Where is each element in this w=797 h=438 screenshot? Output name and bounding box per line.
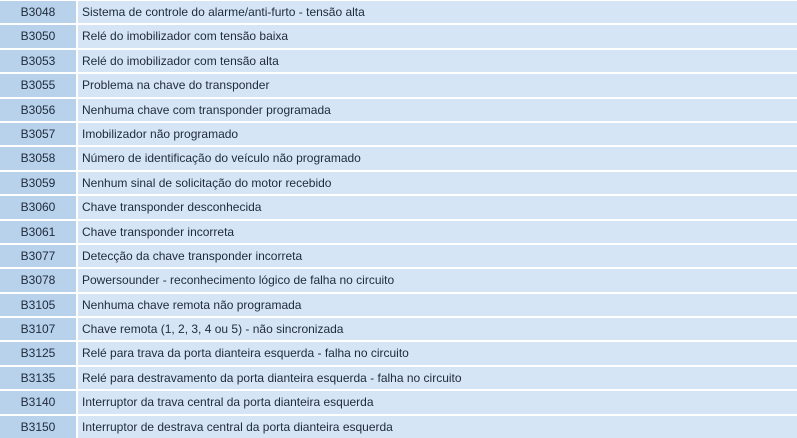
table-row: B3060 Chave transponder desconhecida: [0, 196, 797, 219]
table-row: B3150 Interruptor de destrava central da …: [0, 415, 797, 438]
fault-description-cell: Nenhuma chave remota não programada: [78, 293, 797, 317]
table-row: B3107 Chave remota (1, 2, 3, 4 ou 5) - nã…: [0, 318, 797, 341]
fault-description-cell: Problema na chave do transponder: [78, 74, 797, 97]
fault-description-cell: Sistema de controle do alarme/anti-furto…: [78, 1, 797, 24]
fault-code-cell: B3140: [0, 391, 76, 414]
table-row: B3058 Número de identificação do veículo …: [0, 147, 797, 170]
table-row: B3061 Chave transponder incorreta: [0, 220, 797, 243]
fault-description-cell: Powersounder - reconhecimento lógico de …: [78, 269, 797, 292]
table-row: B3077 Detecção da chave transponder incor…: [0, 244, 797, 268]
fault-code-cell: B3053: [0, 49, 76, 73]
fault-code-cell: B3061: [0, 220, 76, 243]
fault-description-cell: Relé do imobilizador com tensão alta: [78, 49, 797, 73]
fault-description-cell: Imobilizador não programado: [78, 122, 797, 146]
fault-code-cell: B3135: [0, 366, 76, 390]
fault-description-cell: Relé para destravamento da porta diantei…: [78, 366, 797, 390]
fault-code-cell: B3125: [0, 342, 76, 365]
fault-code-cell: B3107: [0, 318, 76, 341]
fault-description-cell: Detecção da chave transponder incorreta: [78, 244, 797, 268]
table-row: B3050 Relé do imobilizador com tensão bai…: [0, 25, 797, 48]
fault-code-cell: B3055: [0, 74, 76, 97]
fault-description-cell: Relé para trava da porta dianteira esque…: [78, 342, 797, 365]
fault-code-cell: B3077: [0, 244, 76, 268]
table-row: B3078 Powersounder - reconhecimento lógic…: [0, 269, 797, 292]
table-row: B3135 Relé para destravamento da porta di…: [0, 366, 797, 390]
fault-code-cell: B3058: [0, 147, 76, 170]
table-row: B3057 Imobilizador não programado: [0, 122, 797, 146]
fault-code-cell: B3056: [0, 98, 76, 121]
table-row: B3059 Nenhum sinal de solicitação do moto…: [0, 171, 797, 195]
fault-description-cell: Nenhum sinal de solicitação do motor rec…: [78, 171, 797, 195]
fault-code-cell: B3105: [0, 293, 76, 317]
fault-code-cell: B3150: [0, 415, 76, 438]
fault-description-cell: Relé do imobilizador com tensão baixa: [78, 25, 797, 48]
table-row: B3053 Relé do imobilizador com tensão alt…: [0, 49, 797, 73]
fault-description-cell: Nenhuma chave com transponder programada: [78, 98, 797, 121]
fault-code-cell: B3059: [0, 171, 76, 195]
table-row: B3055 Problema na chave do transponder: [0, 74, 797, 97]
fault-code-cell: B3078: [0, 269, 76, 292]
table-row: B3048 Sistema de controle do alarme/anti-…: [0, 1, 797, 24]
fault-description-cell: Chave transponder incorreta: [78, 220, 797, 243]
fault-code-cell: B3060: [0, 196, 76, 219]
fault-description-cell: Chave remota (1, 2, 3, 4 ou 5) - não sin…: [78, 318, 797, 341]
fault-description-cell: Interruptor de destrava central da porta…: [78, 415, 797, 438]
table-row: B3105 Nenhuma chave remota não programada: [0, 293, 797, 317]
fault-description-cell: Chave transponder desconhecida: [78, 196, 797, 219]
fault-code-cell: B3048: [0, 1, 76, 24]
fault-description-cell: Número de identificação do veículo não p…: [78, 147, 797, 170]
table-row: B3056 Nenhuma chave com transponder progr…: [0, 98, 797, 121]
table-row: B3125 Relé para trava da porta dianteira …: [0, 342, 797, 365]
fault-code-cell: B3050: [0, 25, 76, 48]
fault-description-cell: Interruptor da trava central da porta di…: [78, 391, 797, 414]
fault-code-cell: B3057: [0, 122, 76, 146]
table-row: B3140 Interruptor da trava central da por…: [0, 391, 797, 414]
